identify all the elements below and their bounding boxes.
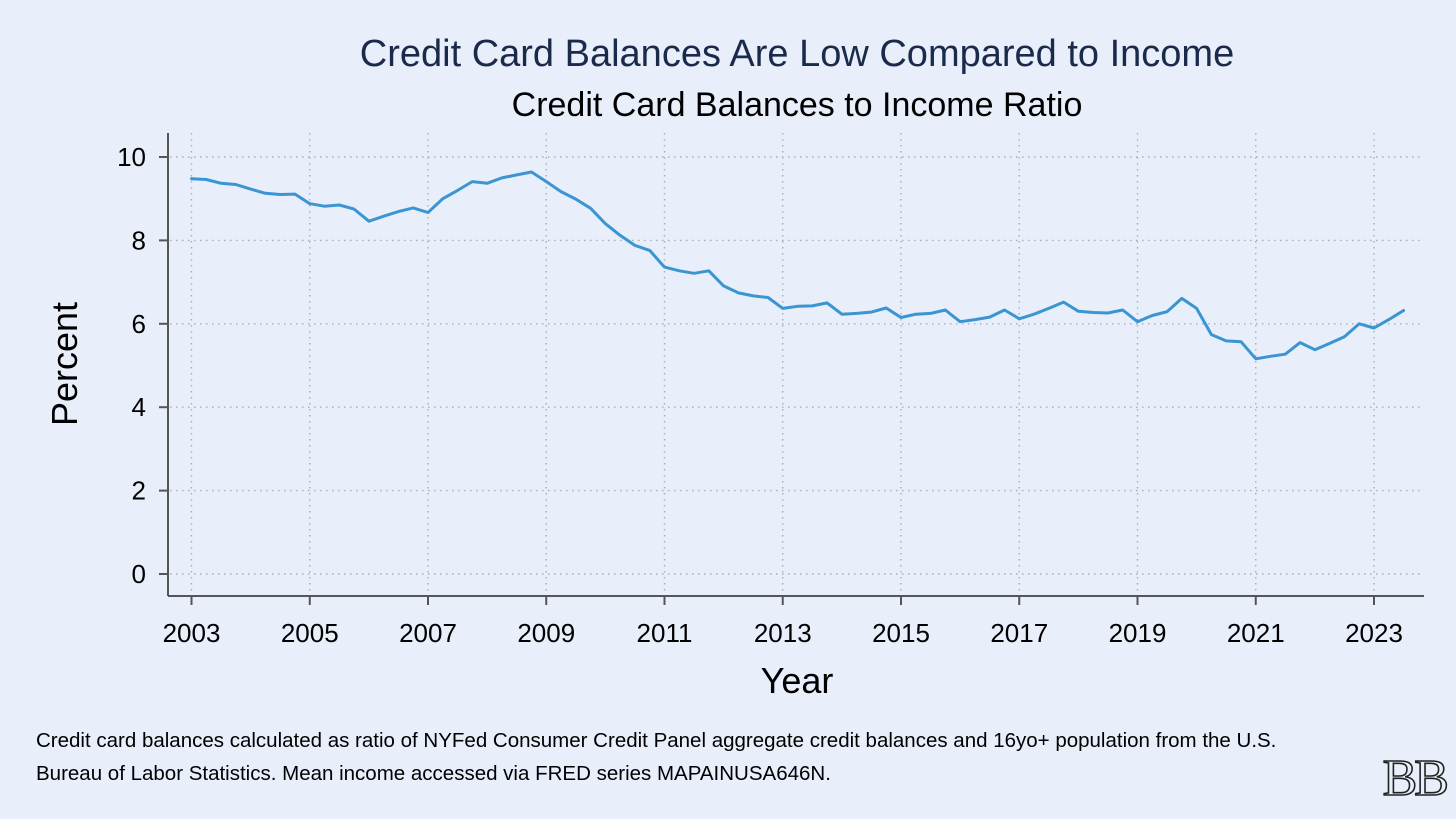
- x-tick-label: 2017: [990, 618, 1048, 648]
- y-axis-label: Percent: [44, 302, 85, 426]
- x-tick-label: 2011: [637, 618, 693, 648]
- x-tick-label: 2019: [1109, 618, 1167, 648]
- axes: [167, 133, 1424, 597]
- y-tick-label: 4: [132, 392, 146, 422]
- x-tick-label: 2013: [754, 618, 812, 648]
- x-tick-label: 2009: [517, 618, 575, 648]
- chart-title: Credit Card Balances Are Low Compared to…: [360, 33, 1234, 75]
- footnote-line-2: Bureau of Labor Statistics. Mean income …: [36, 762, 831, 785]
- x-tick-label: 2015: [872, 618, 930, 648]
- series-line: [190, 170, 1406, 361]
- x-axis-label: Year: [761, 660, 834, 701]
- y-tick-label: 0: [132, 559, 146, 589]
- y-tick-label: 6: [132, 309, 146, 339]
- x-tick-label: 2023: [1345, 618, 1403, 648]
- footnote: Credit card balances calculated as ratio…: [36, 724, 1396, 790]
- y-tick-label: 8: [132, 225, 146, 255]
- series-group: [190, 170, 1406, 361]
- bb-logo: BB: [1382, 750, 1450, 807]
- x-tick-label: 2007: [399, 618, 457, 648]
- grid-lines: [170, 133, 1424, 594]
- y-tick-label: 10: [117, 142, 146, 172]
- x-tick-label: 2021: [1227, 618, 1285, 648]
- y-axis-ticks: 0 2 4 6 8 10: [117, 142, 168, 589]
- footnote-line-1: Credit card balances calculated as ratio…: [36, 729, 1277, 752]
- x-axis-ticks: 2003 2005 2007 2009 2011 2013 2015 2017 2019 2021…: [163, 596, 1403, 648]
- x-tick-label: 2005: [281, 618, 339, 648]
- y-tick-label: 2: [132, 476, 146, 506]
- x-tick-label: 2003: [163, 618, 221, 648]
- chart-subtitle: Credit Card Balances to Income Ratio: [512, 86, 1083, 124]
